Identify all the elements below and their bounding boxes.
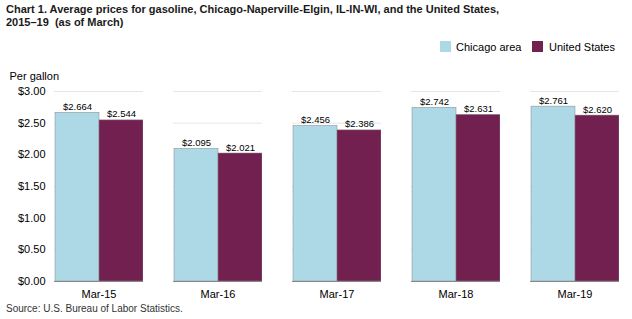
svg-text:$2.664: $2.664 [63, 100, 92, 111]
svg-text:Mar-18: Mar-18 [439, 288, 474, 300]
svg-text:Mar-15: Mar-15 [82, 288, 117, 300]
svg-text:$2.742: $2.742 [420, 95, 449, 106]
svg-text:$1.00: $1.00 [18, 211, 46, 223]
svg-text:$0.50: $0.50 [18, 243, 46, 255]
svg-text:$2.456: $2.456 [301, 113, 330, 124]
html-text:2015–19 (as of March): 2015–19 (as of March) [6, 16, 124, 28]
svg-text:$2.021: $2.021 [226, 141, 255, 152]
svg-text:Mar-16: Mar-16 [201, 288, 236, 300]
svg-text:Mar-17: Mar-17 [320, 288, 355, 300]
svg-text:$2.544: $2.544 [107, 108, 136, 119]
svg-text:Per gallon: Per gallon [10, 70, 60, 82]
svg-text:$2.620: $2.620 [583, 103, 612, 114]
svg-text:$2.50: $2.50 [18, 116, 46, 128]
svg-text:$1.50: $1.50 [18, 180, 46, 192]
svg-text:$2.386: $2.386 [345, 118, 374, 129]
svg-text:Mar-19: Mar-19 [558, 288, 593, 300]
html-text:Chicago area: Chicago area [456, 40, 522, 53]
svg-text:$2.00: $2.00 [18, 148, 46, 160]
html-text:Chart 1. Average prices for ga: Chart 1. Average prices for gasoline, Ch… [6, 3, 500, 15]
html-text:United States: United States [549, 40, 615, 53]
svg-text:$2.631: $2.631 [464, 102, 493, 113]
html-text:Source: U.S. Bureau of Labor S: Source: U.S. Bureau of Labor Statistics. [6, 302, 183, 314]
svg-text:$0.00: $0.00 [18, 275, 46, 287]
svg-text:$2.095: $2.095 [182, 136, 211, 147]
svg-text:$2.761: $2.761 [539, 94, 568, 105]
svg-text:$3.00: $3.00 [18, 85, 46, 97]
